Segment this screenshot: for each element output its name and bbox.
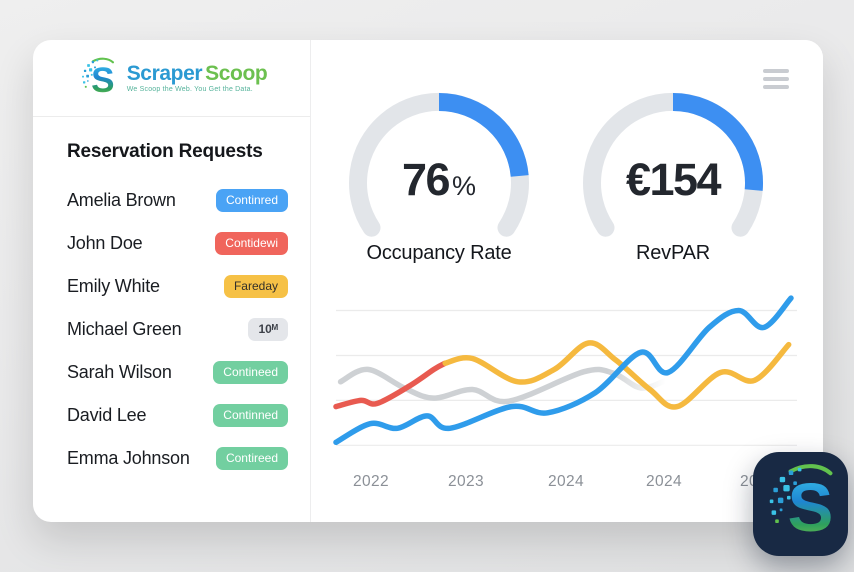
status-badge: Continred <box>215 188 288 213</box>
gauge-label: RevPAR <box>635 242 710 264</box>
brand-name: Scraper Scoop <box>127 63 268 84</box>
chart-x-axis: 20222023202420242025 <box>311 473 824 493</box>
reservation-row[interactable]: Amelia Brown Continred <box>67 179 288 222</box>
main-content: 76% Occupancy Rate €154 RevPAR 2022 2023 202… <box>311 40 823 522</box>
guest-name: David Lee <box>67 405 147 425</box>
x-axis-label: 2023 <box>447 473 485 490</box>
reservation-row[interactable]: David Lee Continned <box>67 394 288 437</box>
guest-name: Amelia Brown <box>67 190 176 210</box>
scraperscoop-logo[interactable]: Scraper Scoop We Scoop the Web. You Get t… <box>76 54 268 102</box>
gauge-unit: % <box>452 171 477 201</box>
guest-name: John Doe <box>67 233 143 253</box>
hamburger-menu-icon[interactable] <box>761 67 791 91</box>
guest-name: Sarah Wilson <box>67 362 172 382</box>
reservation-row[interactable]: Sarah Wilson Contineed <box>67 351 288 394</box>
revpar-gauge: €154 RevPAR <box>578 90 768 265</box>
status-badge: Contineed <box>213 360 288 385</box>
hamburger-bar <box>763 85 789 89</box>
x-axis-label: 2022 <box>352 473 390 490</box>
x-axis-label: 2024 <box>547 473 585 490</box>
status-badge: Continned <box>213 403 288 428</box>
reservation-row[interactable]: John Doe Contidewi <box>67 222 288 265</box>
logo-s-icon <box>76 54 120 102</box>
trend-line-chart <box>333 295 797 446</box>
status-badge: Fareday <box>223 274 288 299</box>
request-list: Amelia Brown Continred John Doe Contidewi Em… <box>67 179 288 480</box>
sidebar: Scraper Scoop We Scoop the Web. You Get t… <box>33 40 311 522</box>
logo-tagline: We Scoop the Web. You Get the Data. <box>126 86 253 93</box>
brand-second-word: Scoop <box>205 62 268 85</box>
reservation-row[interactable]: Michael Green 10ᴹ <box>67 308 288 351</box>
panel-title: Reservation Requests <box>67 141 263 162</box>
gauge-number: €154 <box>625 154 722 205</box>
gauge-number: 76 <box>401 154 451 205</box>
app-icon-s-glyph <box>758 456 844 552</box>
guest-name: Emily White <box>67 276 160 296</box>
gauge-label: Occupancy Rate <box>366 242 512 264</box>
trend-series-gray <box>337 366 669 405</box>
guest-name: Emma Johnson <box>67 448 190 468</box>
hamburger-bar <box>763 69 789 73</box>
logo-text: Scraper Scoop We Scoop the Web. You Get t… <box>127 63 268 93</box>
gauge-value: €154 <box>578 154 768 206</box>
trend-series-yellow <box>442 340 792 410</box>
status-badge: Contidewi <box>215 231 288 256</box>
scraperscoop-app-icon[interactable] <box>753 452 848 556</box>
dashboard-card: Scraper Scoop We Scoop the Web. You Get t… <box>33 40 823 522</box>
reservation-row[interactable]: Emma Johnson Contireed <box>67 437 288 480</box>
status-badge: 10ᴹ <box>248 317 288 342</box>
reservation-row[interactable]: Emily White Fareday <box>67 265 288 308</box>
logo-header: Scraper Scoop We Scoop the Web. You Get t… <box>33 40 310 117</box>
occupancy-rate-gauge: 76% Occupancy Rate <box>344 90 534 265</box>
trend-series-blue <box>333 295 794 446</box>
brand-first-word: Scraper <box>126 62 203 85</box>
hamburger-bar <box>763 77 789 81</box>
status-badge: Contireed <box>215 446 288 471</box>
guest-name: Michael Green <box>67 319 182 339</box>
gauge-value: 76% <box>344 154 534 206</box>
trend-series-red <box>333 360 448 410</box>
x-axis-label: 2024 <box>645 473 683 490</box>
reservation-requests-panel: Reservation Requests Amelia Brown Continr… <box>33 117 310 480</box>
